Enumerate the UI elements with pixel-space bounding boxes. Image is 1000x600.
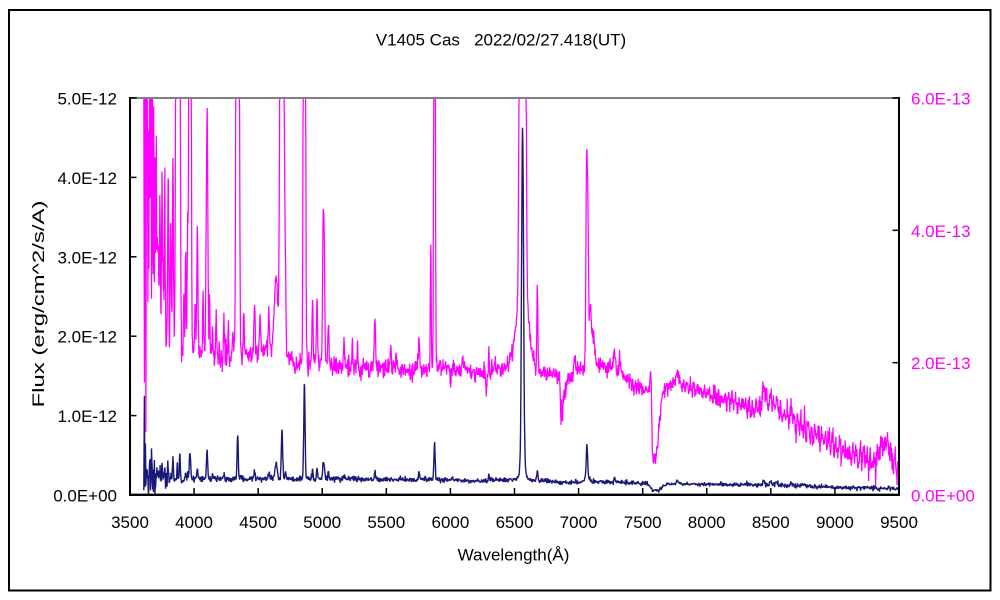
svg-text:8000: 8000 xyxy=(688,513,726,532)
svg-text:4000: 4000 xyxy=(175,513,213,532)
svg-text:7500: 7500 xyxy=(624,513,662,532)
svg-text:0.0E+00: 0.0E+00 xyxy=(911,487,975,506)
svg-text:4500: 4500 xyxy=(239,513,277,532)
svg-text:6500: 6500 xyxy=(496,513,534,532)
svg-text:2.0E-13: 2.0E-13 xyxy=(911,354,971,373)
svg-text:6.0E-13: 6.0E-13 xyxy=(911,90,971,109)
svg-text:9000: 9000 xyxy=(816,513,854,532)
svg-text:4.0E-13: 4.0E-13 xyxy=(911,222,971,241)
svg-text:5.0E-12: 5.0E-12 xyxy=(57,90,117,109)
svg-text:4.0E-12: 4.0E-12 xyxy=(57,169,117,188)
svg-text:1.0E-12: 1.0E-12 xyxy=(57,407,117,426)
svg-text:0.0E+00: 0.0E+00 xyxy=(53,487,117,506)
svg-text:7000: 7000 xyxy=(560,513,598,532)
svg-text:6000: 6000 xyxy=(431,513,469,532)
svg-text:5000: 5000 xyxy=(303,513,341,532)
svg-text:5500: 5500 xyxy=(367,513,405,532)
svg-text:Flux (erg/cm^2/s/A): Flux (erg/cm^2/s/A) xyxy=(29,201,48,408)
svg-text:Wavelength(Å): Wavelength(Å) xyxy=(458,546,570,565)
svg-text:2.0E-12: 2.0E-12 xyxy=(57,328,117,347)
svg-text:8500: 8500 xyxy=(752,513,790,532)
svg-text:3500: 3500 xyxy=(111,513,149,532)
svg-text:9500: 9500 xyxy=(880,513,918,532)
svg-text:V1405 Cas 2022/02/27.418(UT): V1405 Cas 2022/02/27.418(UT) xyxy=(376,31,626,50)
svg-text:3.0E-12: 3.0E-12 xyxy=(57,248,117,267)
